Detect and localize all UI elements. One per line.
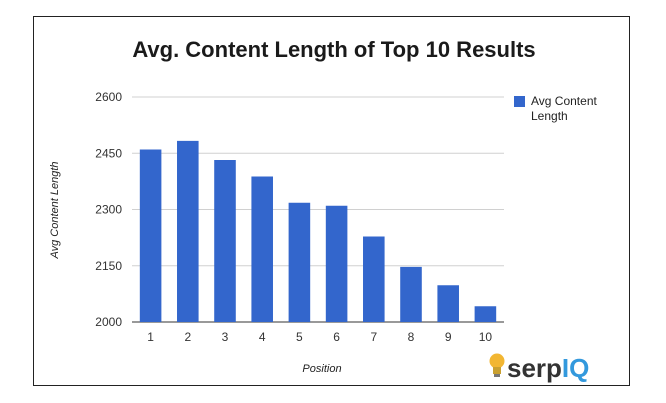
x-tick-label: 6 xyxy=(333,330,340,344)
legend-label-line2: Length xyxy=(531,109,568,123)
serpiq-logo: serpIQ xyxy=(489,353,589,383)
x-tick-label: 8 xyxy=(408,330,415,344)
y-tick-label: 2000 xyxy=(95,315,122,329)
logo-suffix: IQ xyxy=(562,353,589,383)
bar xyxy=(214,160,236,322)
bar xyxy=(139,149,162,322)
bar xyxy=(437,285,459,322)
chart-frame: Avg. Content Length of Top 10 Results Av… xyxy=(33,16,630,386)
bar xyxy=(288,202,311,322)
x-tick-label: 1 xyxy=(147,330,154,344)
y-axis-ticks: 2600 2450 2300 2150 2000 xyxy=(95,90,122,329)
x-axis-label: Position xyxy=(302,363,341,375)
logo-text: serpIQ xyxy=(507,353,589,383)
y-tick-label: 2450 xyxy=(95,146,122,160)
bulb-base xyxy=(494,374,500,377)
lightbulb-icon xyxy=(489,353,505,377)
x-tick-label: 10 xyxy=(479,330,493,344)
x-tick-label: 7 xyxy=(370,330,377,344)
x-tick-label: 9 xyxy=(445,330,452,344)
y-tick-label: 2150 xyxy=(95,259,122,273)
x-axis-ticks: 1 2 3 4 5 6 7 8 9 10 xyxy=(147,330,492,344)
bar xyxy=(251,176,273,322)
y-tick-label: 2300 xyxy=(95,203,122,217)
y-axis-label: Avg Content Length xyxy=(49,161,61,259)
logo-prefix: serp xyxy=(507,353,562,383)
bulb-neck xyxy=(493,367,501,374)
bar xyxy=(325,205,348,322)
chart-title: Avg. Content Length of Top 10 Results xyxy=(132,37,535,62)
legend-swatch xyxy=(514,96,525,107)
x-tick-label: 4 xyxy=(259,330,266,344)
x-tick-label: 3 xyxy=(222,330,229,344)
bar xyxy=(177,140,199,322)
bars xyxy=(139,140,497,322)
bar-chart: Avg. Content Length of Top 10 Results Av… xyxy=(49,37,597,383)
legend-label-line1: Avg Content xyxy=(531,94,597,108)
y-tick-label: 2600 xyxy=(95,90,122,104)
legend: Avg Content Length xyxy=(514,94,597,123)
bar xyxy=(474,306,497,322)
bulb-glass xyxy=(489,353,505,369)
bar xyxy=(400,266,422,322)
x-tick-label: 2 xyxy=(184,330,191,344)
x-tick-label: 5 xyxy=(296,330,303,344)
bar xyxy=(363,236,385,322)
